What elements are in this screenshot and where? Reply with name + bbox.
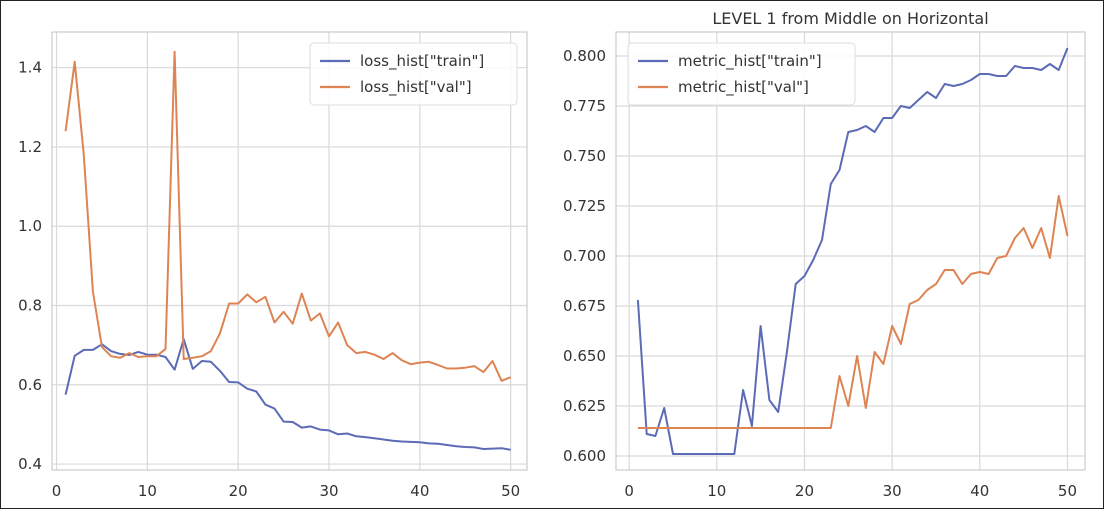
y-tick-label: 0.650 (563, 347, 606, 365)
y-tick-label: 0.725 (563, 197, 606, 215)
x-tick-label: 20 (795, 482, 814, 500)
series-line-val (64, 50, 512, 382)
legend-label: metric_hist["train"] (678, 52, 822, 71)
x-tick-label: 30 (883, 482, 902, 500)
legend-label: metric_hist["val"] (678, 78, 809, 97)
series-line-train (636, 47, 1069, 455)
x-tick-label: 0 (52, 482, 62, 500)
y-tick-label: 0.8 (18, 297, 42, 315)
y-tick-label: 0.700 (563, 247, 606, 265)
plot-area (615, 31, 1086, 471)
y-tick-label: 0.625 (563, 397, 606, 415)
legend-label: loss_hist["train"] (360, 52, 484, 71)
y-tick-label: 1.4 (18, 59, 42, 77)
y-tick-label: 0.4 (18, 455, 42, 473)
x-tick-label: 10 (138, 482, 157, 500)
x-tick-label: 50 (501, 482, 520, 500)
x-tick-label: 30 (319, 482, 338, 500)
x-tick-label: 20 (229, 482, 248, 500)
series-line-val (637, 195, 1069, 429)
legend-box (309, 42, 518, 106)
y-tick-label: 0.675 (563, 297, 606, 315)
x-tick-label: 50 (1058, 482, 1077, 500)
metric-chart: 0 10 20 30 40 50 0.600 0.625 0.650 0.675 0.700 0.72… (563, 9, 1086, 500)
series-line-train (64, 338, 511, 451)
legend-box (627, 42, 856, 106)
y-tick-label: 0.800 (563, 47, 606, 65)
plot-area (51, 31, 528, 471)
loss-chart: 0 10 20 30 40 50 0.4 0.6 0.8 1.0 1.2 1.4 loss_hist["… (18, 31, 528, 500)
chart-title: LEVEL 1 from Middle on Horizontal (712, 9, 988, 28)
y-tick-label: 1.2 (18, 138, 42, 156)
y-tick-label: 0.775 (563, 97, 606, 115)
x-tick-label: 40 (410, 482, 429, 500)
y-tick-label: 1.0 (18, 217, 42, 235)
legend-label: loss_hist["val"] (360, 78, 472, 97)
y-tick-label: 0.750 (563, 147, 606, 165)
x-tick-label: 0 (624, 482, 634, 500)
x-tick-label: 10 (707, 482, 726, 500)
y-tick-label: 0.6 (18, 376, 42, 394)
x-tick-label: 40 (970, 482, 989, 500)
y-tick-label: 0.600 (563, 447, 606, 465)
